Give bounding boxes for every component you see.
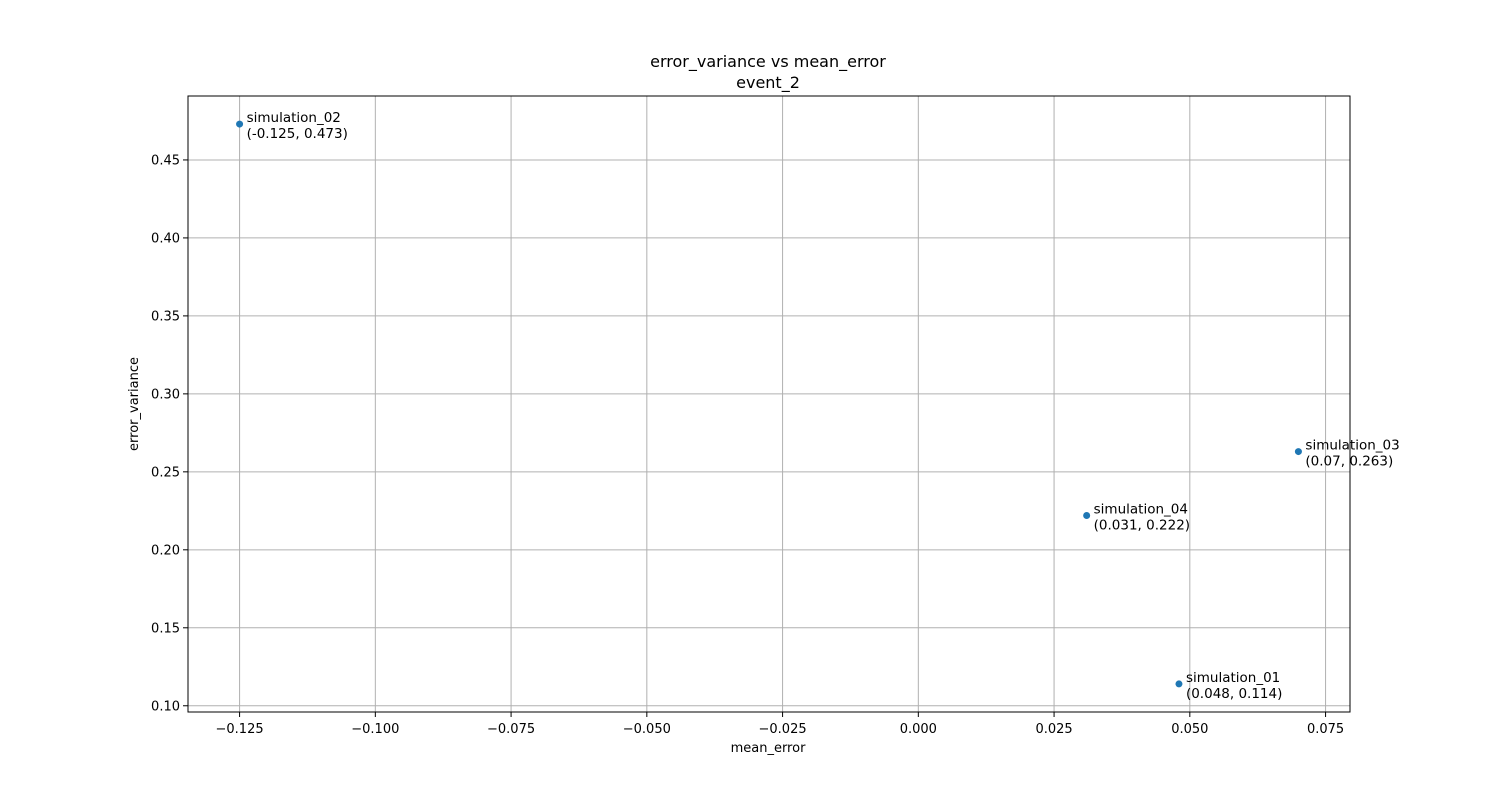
point-name-label: simulation_02: [247, 110, 341, 126]
point-name-label: simulation_01: [1186, 670, 1280, 686]
x-tick-label: 0.000: [900, 722, 937, 737]
x-tick-label: 0.025: [1035, 722, 1072, 737]
plot-frame: [187, 95, 1351, 713]
x-tick-label: 0.050: [1171, 722, 1208, 737]
point-coord-label: (0.048, 0.114): [1186, 686, 1282, 702]
x-axis-label: mean_error: [731, 741, 806, 756]
y-tick-label: 0.10: [151, 699, 180, 714]
scatter-point-simulation_01: [1175, 680, 1183, 688]
x-tick-label: −0.050: [623, 722, 671, 737]
point-coord-label: (-0.125, 0.473): [247, 126, 348, 142]
y-tick-label: 0.45: [151, 153, 180, 168]
y-tick-label: 0.20: [151, 543, 180, 558]
scatter-point-simulation_04: [1083, 512, 1091, 520]
point-coord-label: (0.031, 0.222): [1094, 518, 1190, 534]
x-tick-label: 0.075: [1307, 722, 1344, 737]
y-tick-label: 0.35: [151, 309, 180, 324]
tick-layer: −0.125 −0.100 −0.075 −0.050 −0.025 0.000 0.025…: [151, 153, 1344, 737]
points-layer: simulation_02(-0.125, 0.473) simulation_0…: [236, 110, 1400, 702]
y-tick-label: 0.30: [151, 387, 180, 402]
x-tick-label: −0.125: [216, 722, 264, 737]
x-tick-label: −0.100: [351, 722, 399, 737]
y-axis-label: error_variance: [127, 357, 142, 451]
y-tick-label: 0.40: [151, 231, 180, 246]
point-coord-label: (0.07, 0.263): [1305, 454, 1393, 470]
point-name-label: simulation_03: [1305, 438, 1399, 454]
x-tick-label: −0.075: [487, 722, 535, 737]
y-tick-label: 0.15: [151, 621, 180, 636]
chart-subtitle: event_2: [736, 73, 800, 93]
point-name-label: simulation_04: [1094, 502, 1188, 518]
y-tick-label: 0.25: [151, 465, 180, 480]
scatter-point-simulation_02: [236, 120, 244, 128]
scatter-point-simulation_03: [1294, 448, 1302, 456]
grid-layer: [188, 96, 1350, 712]
x-tick-label: −0.025: [759, 722, 807, 737]
chart-title: error_variance vs mean_error: [650, 52, 886, 72]
